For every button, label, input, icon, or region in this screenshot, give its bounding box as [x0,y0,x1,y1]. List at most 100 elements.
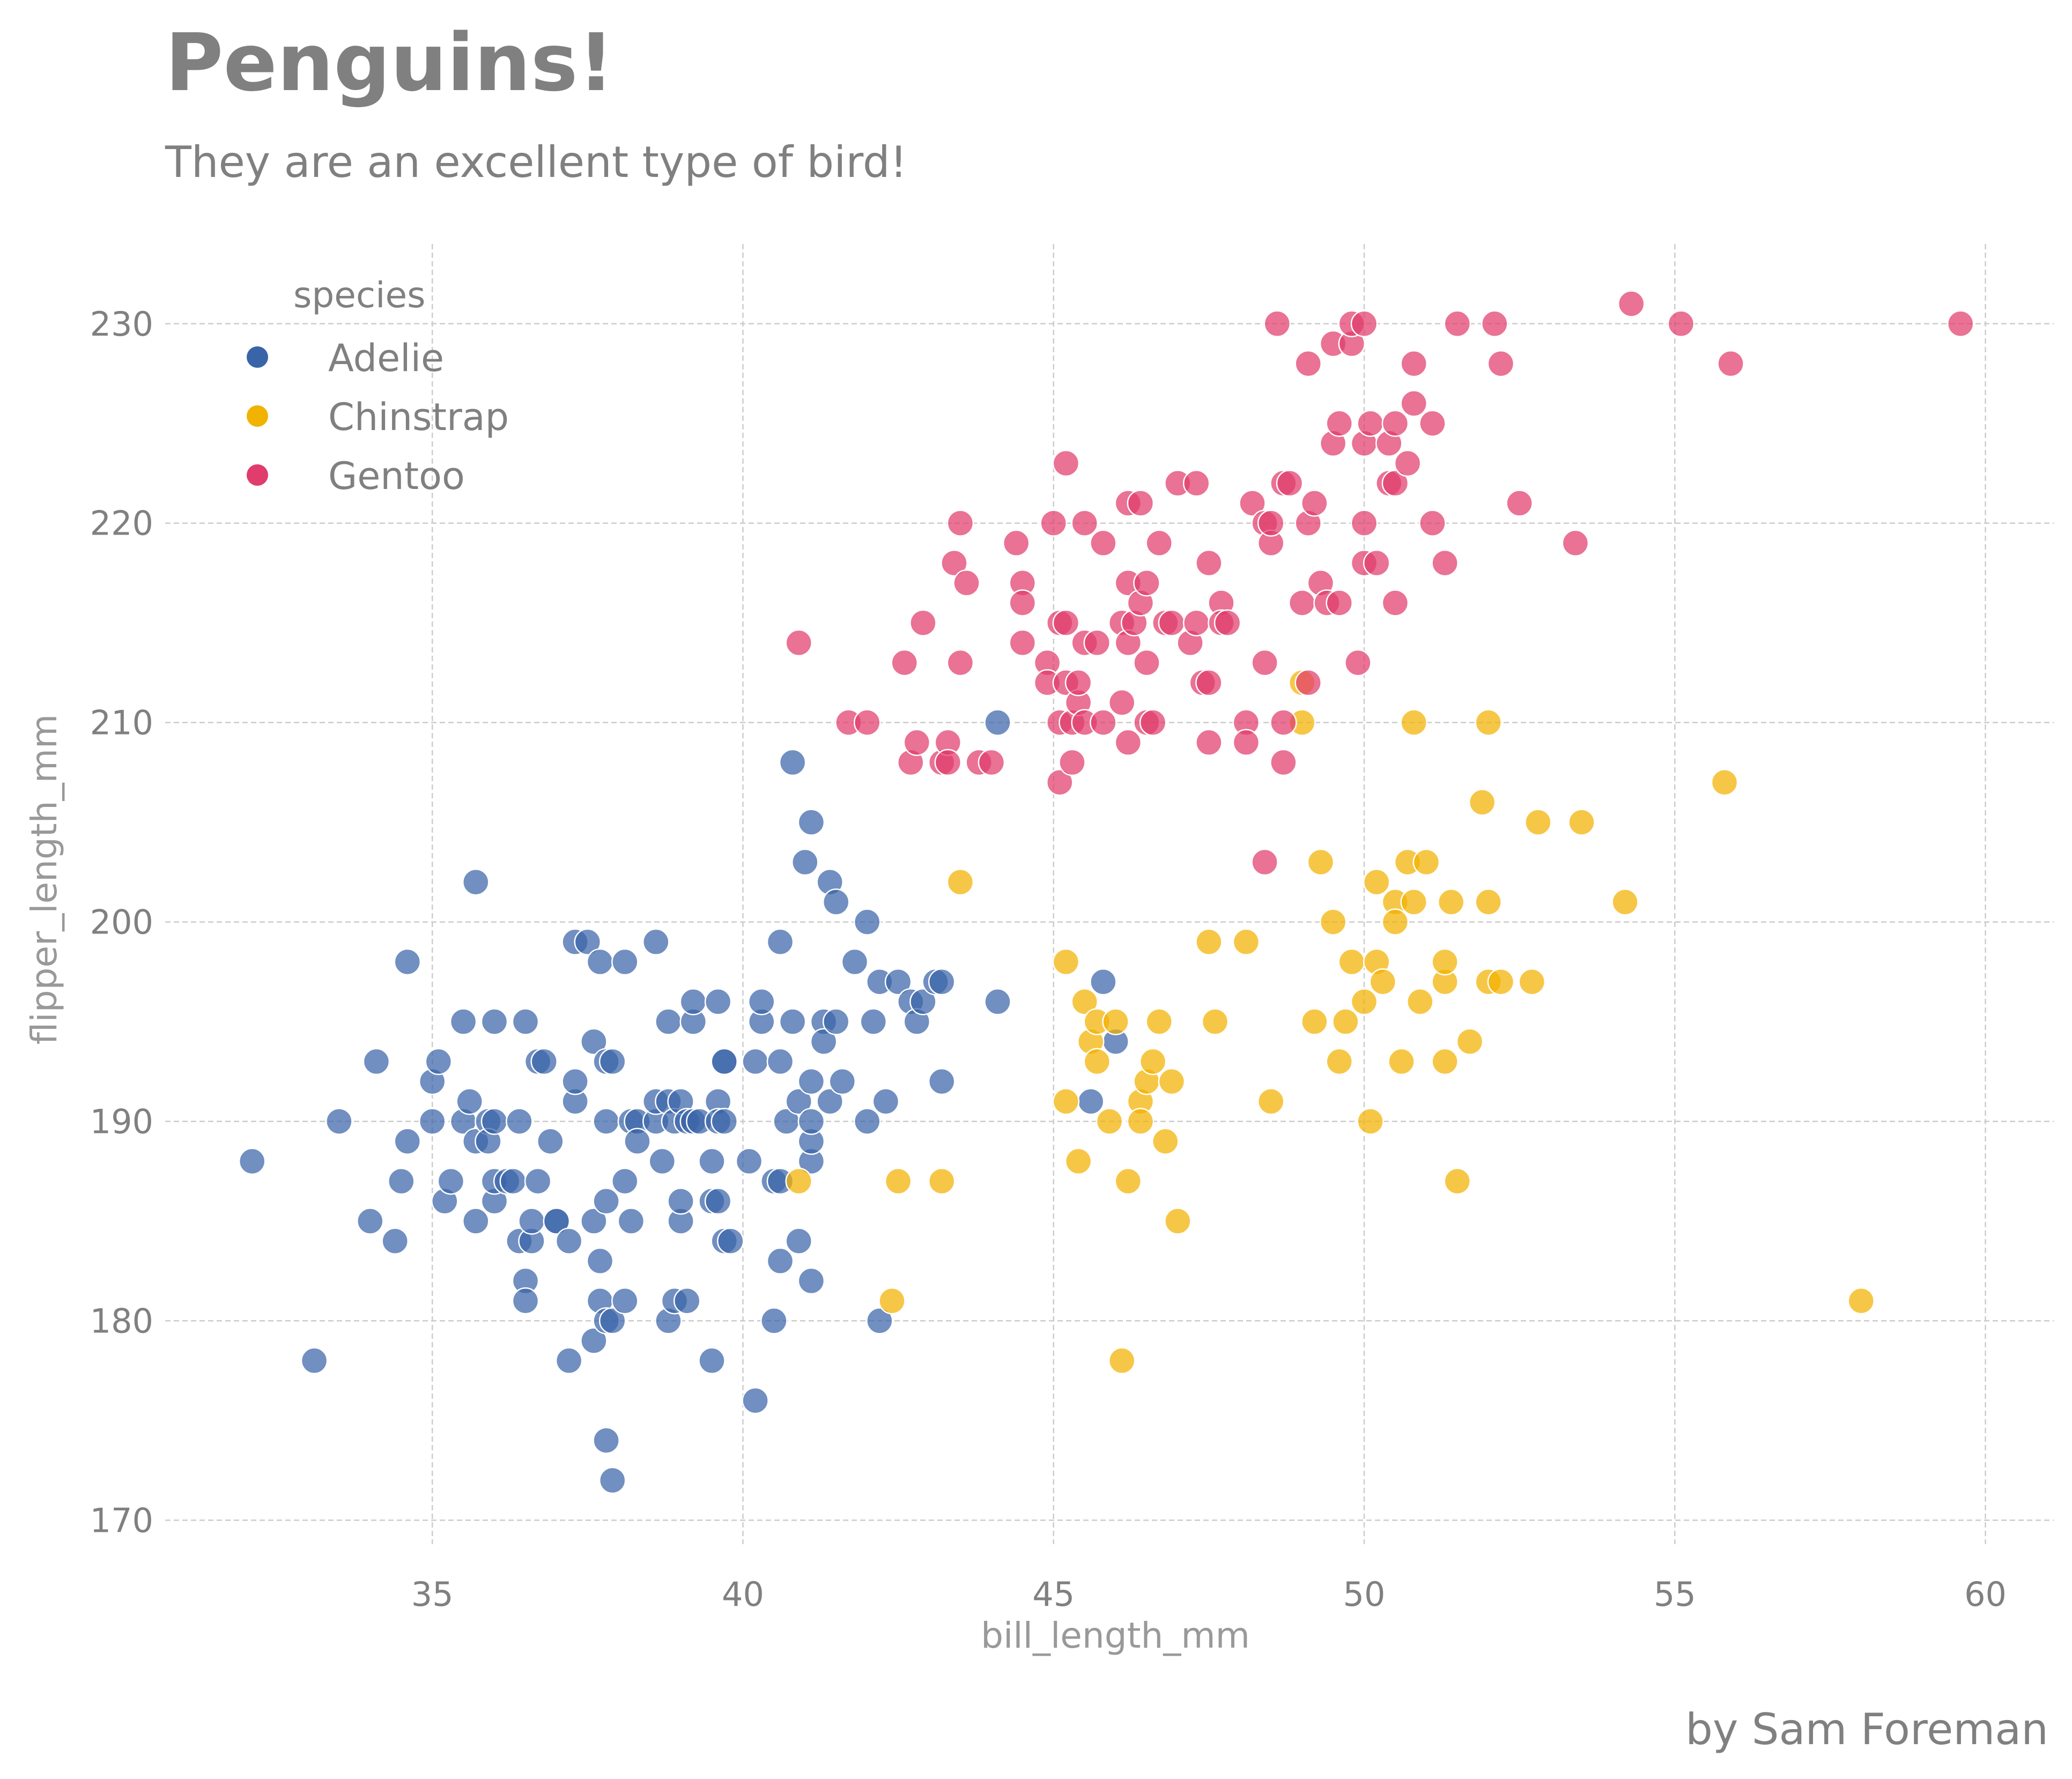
data-point [1326,589,1353,617]
data-point [1201,1008,1229,1035]
data-point [866,1307,893,1335]
data-point [512,1287,539,1315]
data-point [928,968,956,996]
data-point [1052,1088,1080,1115]
x-tick-label: 60 [1964,1575,2007,1614]
data-point [742,1387,769,1414]
data-point [1195,669,1223,696]
data-point [357,1207,384,1235]
y-tick-label: 170 [90,1501,153,1540]
data-point [785,629,812,657]
x-axis-label: bill_length_mm [981,1615,1250,1656]
x-tick-label: 35 [411,1575,454,1614]
data-point [1276,470,1304,497]
data-point [698,1347,726,1375]
data-point [1139,709,1167,736]
data-point [785,1227,812,1255]
data-point [1667,310,1695,338]
data-point [822,888,850,916]
data-point [704,1188,732,1215]
data-point [1847,1287,1875,1315]
data-point [1090,968,1117,996]
data-point [909,988,937,1015]
data-point [1407,988,1434,1015]
data-point [1071,988,1098,1015]
data-point [1481,310,1508,338]
data-point [1437,888,1465,916]
data-point [300,1347,328,1375]
data-point [1239,490,1266,517]
data-point [679,988,707,1015]
data-point [462,868,490,896]
data-point [381,1227,409,1255]
data-point [704,988,732,1015]
data-point [1090,529,1117,557]
data-point [766,1048,794,1076]
legend-marker [247,464,268,486]
data-point [878,1287,906,1315]
data-point [437,1167,465,1195]
data-point [1363,868,1390,896]
data-point [1009,589,1037,617]
data-point [1152,1128,1179,1155]
data-point [1326,1048,1353,1076]
data-point [598,1307,626,1335]
legend-label: Gentoo [328,454,465,498]
data-point [1213,609,1241,636]
data-point [611,1287,639,1315]
data-point [580,1207,608,1235]
data-point [480,1008,508,1035]
legend-item-chinstrap: Chinstrap [247,395,509,439]
data-point [1096,1108,1123,1135]
data-point [1381,470,1409,497]
data-point [611,1167,639,1195]
data-point [1357,410,1384,437]
data-point [841,948,869,976]
data-point [394,948,421,976]
data-point [1350,509,1378,537]
data-point [1394,449,1422,477]
series-chinstrap [785,669,1875,1375]
data-point [1090,709,1117,736]
data-point [1344,649,1372,677]
data-point [1002,529,1030,557]
data-point [1412,848,1440,876]
y-tick-label: 210 [90,703,153,743]
data-point [717,1227,744,1255]
data-point [984,709,1011,736]
data-point [593,1108,620,1135]
data-point [779,1008,806,1035]
data-point [748,988,775,1015]
data-point [1083,1048,1111,1076]
data-point [1064,1147,1092,1175]
x-axis-ticks: 35 40 45 50 55 60 [411,1575,2007,1614]
data-point [388,1167,415,1195]
data-point [1307,848,1335,876]
data-point [1431,1048,1459,1076]
data-point [1711,768,1738,796]
data-point [1052,449,1080,477]
data-point [1064,669,1092,696]
y-tick-label: 200 [90,903,153,942]
data-point [1164,1207,1192,1235]
data-point [1431,948,1459,976]
data-point [1525,809,1552,836]
data-point [1419,410,1446,437]
data-point [1251,848,1278,876]
data-point [1133,649,1160,677]
data-point [1947,310,1974,338]
data-point [362,1048,390,1076]
data-point [1568,809,1595,836]
data-point [580,1327,608,1354]
data-point [1400,888,1427,916]
data-point [1468,789,1496,816]
data-point [1270,709,1297,736]
data-point [1487,968,1515,996]
data-point [984,988,1011,1015]
legend-item-gentoo: Gentoo [247,454,465,498]
data-point [506,1108,533,1135]
data-point [624,1128,651,1155]
data-point [934,748,962,776]
data-point [928,1167,956,1195]
data-point [891,649,918,677]
